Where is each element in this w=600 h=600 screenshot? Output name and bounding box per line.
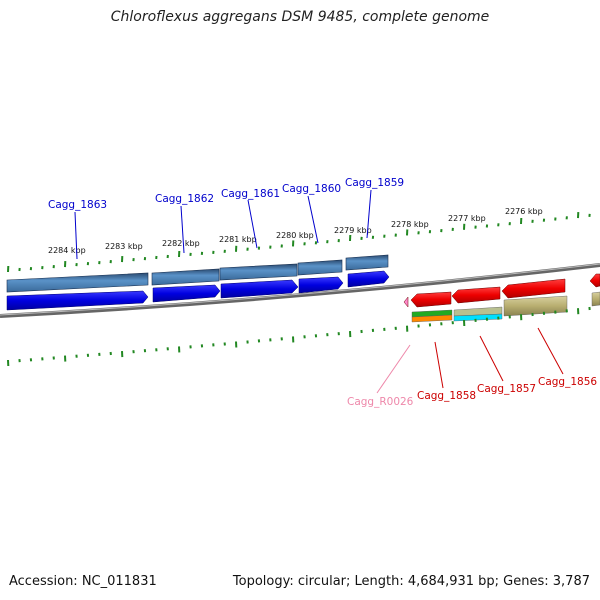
annotation-bar-khaki-partial[interactable]	[591, 291, 600, 307]
gene-arrow-cagg-1862[interactable]	[152, 284, 221, 303]
kbp-label: 2284 kbp	[48, 246, 86, 255]
annotation-bar-orange[interactable]	[411, 314, 453, 323]
kbp-label: 2283 kbp	[105, 242, 143, 251]
map-title: Chloroflexus aggregans DSM 9485, complet…	[110, 9, 490, 25]
leader-line	[74, 211, 78, 260]
gene-arrow-cagg-1856[interactable]	[501, 278, 566, 299]
forward-cds-track	[6, 254, 389, 293]
gene-arrow-cagg-1857[interactable]	[451, 286, 501, 304]
kbp-scale-labels: 2284 kbp 2283 kbp 2282 kbp 2281 kbp 2280…	[48, 207, 543, 255]
genome-backbone	[0, 263, 600, 318]
cds-bar[interactable]	[297, 259, 343, 276]
reverse-annotation-track	[411, 291, 600, 323]
forward-gene-track	[6, 270, 390, 311]
reverse-gene-labels: Cagg_R0026 Cagg_1858 Cagg_1857 Cagg_1856	[347, 327, 597, 408]
gene-arrow-cagg-1858[interactable]	[410, 291, 452, 308]
kbp-label: 2282 kbp	[162, 239, 200, 248]
gene-label-cagg-1856[interactable]: Cagg_1856	[538, 376, 597, 388]
leader-line	[479, 335, 504, 382]
leader-line	[434, 341, 444, 389]
gene-arrow-cagg-1861[interactable]	[220, 279, 299, 299]
gene-label-cagg-r0026[interactable]: Cagg_R0026	[347, 396, 414, 408]
kbp-label: 2280 kbp	[276, 231, 314, 240]
gene-arrow-cagg-1863[interactable]	[6, 290, 149, 311]
kbp-label: 2278 kbp	[391, 220, 429, 229]
kbp-label: 2281 kbp	[219, 235, 257, 244]
leader-line	[366, 189, 372, 239]
cds-bar[interactable]	[6, 272, 149, 293]
inner-tick-ring	[7, 306, 591, 367]
annotation-bar-cyan[interactable]	[453, 313, 503, 322]
cds-bar[interactable]	[151, 268, 220, 286]
rrna-marker[interactable]	[403, 296, 409, 308]
forward-gene-labels: Cagg_1863 Cagg_1862 Cagg_1861 Cagg_1860 …	[48, 177, 404, 260]
gene-arrow-cagg-1860[interactable]	[298, 276, 344, 294]
gene-arrow-partial[interactable]	[589, 273, 600, 288]
gene-label-cagg-1857[interactable]: Cagg_1857	[477, 383, 536, 395]
leader-line	[307, 195, 319, 244]
kbp-label: 2279 kbp	[334, 226, 372, 235]
gene-label-cagg-1862[interactable]: Cagg_1862	[155, 193, 214, 205]
gene-label-cagg-1861[interactable]: Cagg_1861	[221, 188, 280, 200]
genome-summary-text: Topology: circular; Length: 4,684,931 bp…	[232, 574, 590, 589]
gene-label-cagg-1858[interactable]: Cagg_1858	[417, 390, 476, 402]
outer-tick-ring	[7, 212, 591, 273]
leader-line	[247, 199, 258, 249]
gene-arrow-cagg-1859[interactable]	[347, 270, 390, 288]
kbp-label: 2277 kbp	[448, 214, 486, 223]
reverse-gene-track	[403, 273, 600, 308]
leader-line	[180, 205, 185, 254]
accession-text: Accession: NC_011831	[9, 574, 157, 589]
cds-bar[interactable]	[345, 254, 389, 271]
gene-label-cagg-1860[interactable]: Cagg_1860	[282, 183, 341, 195]
annotation-bar-khaki[interactable]	[503, 295, 568, 317]
leader-line	[376, 344, 411, 394]
gene-label-cagg-1863[interactable]: Cagg_1863	[48, 199, 107, 211]
leader-line	[537, 327, 564, 375]
kbp-label: 2276 kbp	[505, 207, 543, 216]
gene-label-cagg-1859[interactable]: Cagg_1859	[345, 177, 404, 189]
cds-bar[interactable]	[219, 263, 298, 281]
